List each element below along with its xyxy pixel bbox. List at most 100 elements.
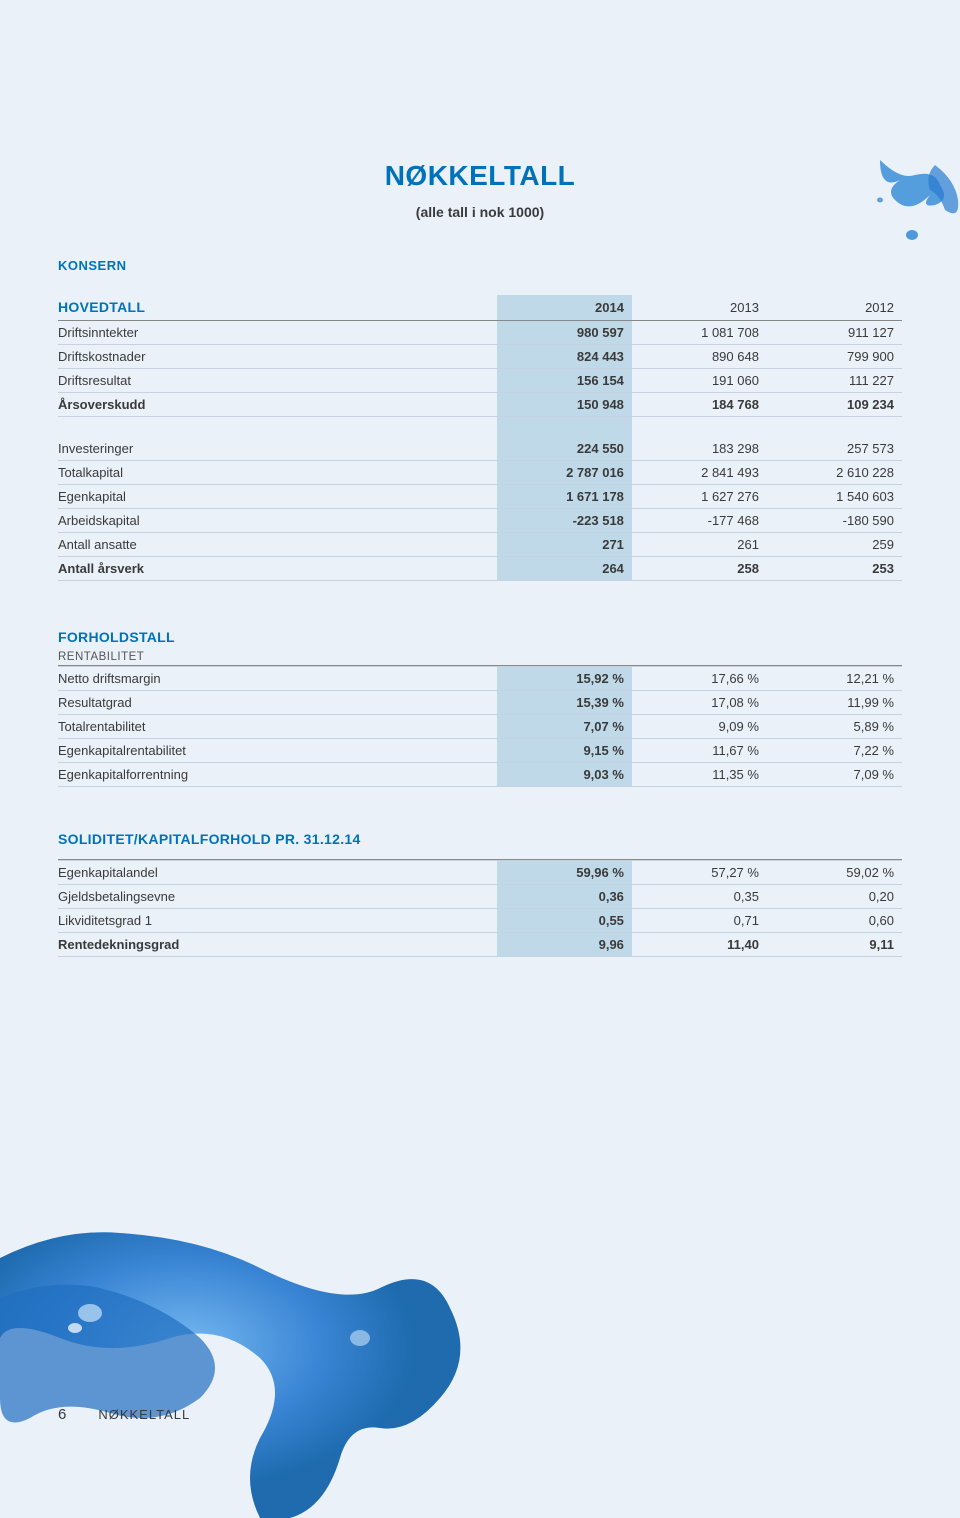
row-label: Driftskostnader bbox=[58, 345, 497, 369]
row-value-2013: 1 627 276 bbox=[632, 484, 767, 508]
row-value-2012: 111 227 bbox=[767, 369, 902, 393]
table-row: Driftsresultat156 154191 060111 227 bbox=[58, 369, 902, 393]
row-value-2013: 183 298 bbox=[632, 437, 767, 461]
row-value-2014: 9,15 % bbox=[497, 738, 632, 762]
row-value-2014: -223 518 bbox=[497, 508, 632, 532]
row-label: Investeringer bbox=[58, 437, 497, 461]
table-row: Resultatgrad15,39 %17,08 %11,99 % bbox=[58, 690, 902, 714]
row-value-2014: 2 787 016 bbox=[497, 460, 632, 484]
row-value-2012: -180 590 bbox=[767, 508, 902, 532]
row-label: Likviditetsgrad 1 bbox=[58, 908, 497, 932]
row-value-2014: 224 550 bbox=[497, 437, 632, 461]
forholdstall-table: Netto driftsmargin15,92 %17,66 %12,21 %R… bbox=[58, 665, 902, 787]
row-value-2012: 7,09 % bbox=[767, 762, 902, 786]
table-row: Egenkapitalforrentning9,03 %11,35 %7,09 … bbox=[58, 762, 902, 786]
table-row: Antall årsverk264258253 bbox=[58, 556, 902, 580]
table-row: Driftskostnader824 443890 648799 900 bbox=[58, 345, 902, 369]
footer-section-label: NØKKELTALL bbox=[98, 1407, 190, 1422]
row-value-2014: 1 671 178 bbox=[497, 484, 632, 508]
table-row: Antall ansatte271261259 bbox=[58, 532, 902, 556]
row-label: Driftsresultat bbox=[58, 369, 497, 393]
row-label: Totalrentabilitet bbox=[58, 714, 497, 738]
row-value-2014: 15,92 % bbox=[497, 666, 632, 690]
row-value-2013: 11,40 bbox=[632, 932, 767, 956]
row-value-2012: 0,60 bbox=[767, 908, 902, 932]
row-value-2012: 257 573 bbox=[767, 437, 902, 461]
row-value-2013: 17,08 % bbox=[632, 690, 767, 714]
hovedtall-heading: HOVEDTALL bbox=[58, 299, 145, 315]
row-label: Rentedekningsgrad bbox=[58, 932, 497, 956]
row-value-2013: 0,35 bbox=[632, 884, 767, 908]
row-label: Årsoverskudd bbox=[58, 393, 497, 417]
row-value-2012: 259 bbox=[767, 532, 902, 556]
page-title: NØKKELTALL bbox=[58, 160, 902, 192]
row-label: Antall årsverk bbox=[58, 556, 497, 580]
row-value-2012: 1 540 603 bbox=[767, 484, 902, 508]
row-value-2014: 9,03 % bbox=[497, 762, 632, 786]
forholdstall-heading: FORHOLDSTALL bbox=[58, 629, 902, 645]
year-col-2012: 2012 bbox=[767, 295, 902, 321]
row-value-2012: 2 610 228 bbox=[767, 460, 902, 484]
row-label: Driftsinntekter bbox=[58, 321, 497, 345]
water-splash-bottom-icon bbox=[0, 1138, 520, 1518]
row-label: Egenkapitalandel bbox=[58, 860, 497, 884]
table-row: Årsoverskudd150 948184 768109 234 bbox=[58, 393, 902, 417]
table-row: Egenkapitalrentabilitet9,15 %11,67 %7,22… bbox=[58, 738, 902, 762]
row-value-2014: 150 948 bbox=[497, 393, 632, 417]
table-row: Driftsinntekter980 5971 081 708911 127 bbox=[58, 321, 902, 345]
row-label: Gjeldsbetalingsevne bbox=[58, 884, 497, 908]
row-value-2012: 12,21 % bbox=[767, 666, 902, 690]
table-row: Netto driftsmargin15,92 %17,66 %12,21 % bbox=[58, 666, 902, 690]
row-value-2013: -177 468 bbox=[632, 508, 767, 532]
table-row: Rentedekningsgrad9,9611,409,11 bbox=[58, 932, 902, 956]
row-label: Netto driftsmargin bbox=[58, 666, 497, 690]
section-konsern-label: KONSERN bbox=[58, 258, 902, 273]
row-value-2012: 0,20 bbox=[767, 884, 902, 908]
row-value-2014: 7,07 % bbox=[497, 714, 632, 738]
row-label: Arbeidskapital bbox=[58, 508, 497, 532]
row-label: Totalkapital bbox=[58, 460, 497, 484]
row-label: Egenkapitalrentabilitet bbox=[58, 738, 497, 762]
row-value-2012: 109 234 bbox=[767, 393, 902, 417]
row-value-2013: 2 841 493 bbox=[632, 460, 767, 484]
row-value-2013: 261 bbox=[632, 532, 767, 556]
row-value-2014: 0,55 bbox=[497, 908, 632, 932]
row-value-2014: 156 154 bbox=[497, 369, 632, 393]
table-row: Egenkapitalandel59,96 %57,27 %59,02 % bbox=[58, 860, 902, 884]
soliditet-heading: SOLIDITET/KAPITALFORHOLD PR. 31.12.14 bbox=[58, 831, 902, 847]
row-value-2012: 9,11 bbox=[767, 932, 902, 956]
year-col-2013: 2013 bbox=[632, 295, 767, 321]
page-footer: 6 NØKKELTALL bbox=[58, 1406, 190, 1423]
table-row: Totalkapital2 787 0162 841 4932 610 228 bbox=[58, 460, 902, 484]
row-label: Antall ansatte bbox=[58, 532, 497, 556]
row-value-2014: 980 597 bbox=[497, 321, 632, 345]
table-row: Egenkapital1 671 1781 627 2761 540 603 bbox=[58, 484, 902, 508]
row-value-2013: 1 081 708 bbox=[632, 321, 767, 345]
row-value-2014: 15,39 % bbox=[497, 690, 632, 714]
page-subtitle: (alle tall i nok 1000) bbox=[58, 204, 902, 220]
row-value-2012: 5,89 % bbox=[767, 714, 902, 738]
hovedtall-table: HOVEDTALL 2014 2013 2012 Driftsinntekter… bbox=[58, 295, 902, 581]
row-value-2013: 9,09 % bbox=[632, 714, 767, 738]
row-value-2014: 0,36 bbox=[497, 884, 632, 908]
row-label: Egenkapitalforrentning bbox=[58, 762, 497, 786]
row-value-2013: 57,27 % bbox=[632, 860, 767, 884]
rentabilitet-subheading: RENTABILITET bbox=[58, 651, 902, 663]
row-value-2013: 890 648 bbox=[632, 345, 767, 369]
row-label: Resultatgrad bbox=[58, 690, 497, 714]
row-value-2012: 253 bbox=[767, 556, 902, 580]
table-row: Investeringer224 550183 298257 573 bbox=[58, 437, 902, 461]
row-value-2013: 0,71 bbox=[632, 908, 767, 932]
row-value-2012: 59,02 % bbox=[767, 860, 902, 884]
row-value-2014: 9,96 bbox=[497, 932, 632, 956]
row-value-2014: 271 bbox=[497, 532, 632, 556]
row-value-2012: 11,99 % bbox=[767, 690, 902, 714]
row-value-2012: 799 900 bbox=[767, 345, 902, 369]
page-number: 6 bbox=[58, 1406, 66, 1423]
row-value-2012: 7,22 % bbox=[767, 738, 902, 762]
soliditet-table: Egenkapitalandel59,96 %57,27 %59,02 %Gje… bbox=[58, 859, 902, 957]
row-value-2013: 17,66 % bbox=[632, 666, 767, 690]
row-value-2013: 184 768 bbox=[632, 393, 767, 417]
row-value-2014: 59,96 % bbox=[497, 860, 632, 884]
table-row: Arbeidskapital-223 518-177 468-180 590 bbox=[58, 508, 902, 532]
